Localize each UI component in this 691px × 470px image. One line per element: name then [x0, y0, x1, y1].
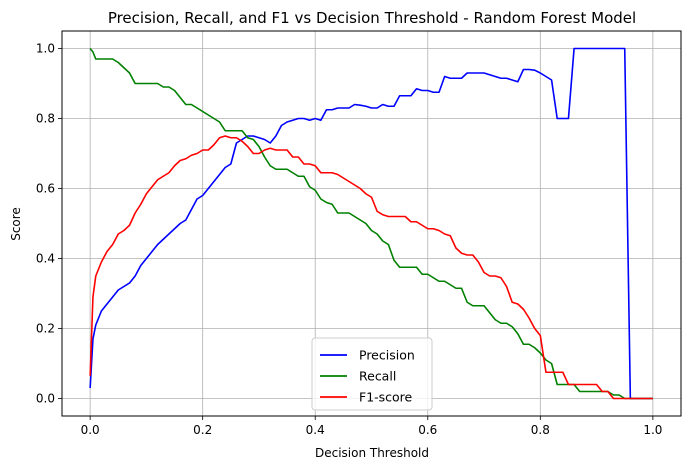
y-tick-label: 0.2: [36, 322, 55, 336]
legend-label-f1-score: F1-score: [359, 390, 413, 405]
x-tick-label: 0.8: [531, 423, 550, 437]
plot-series: [89, 47, 653, 400]
x-tick-label: 0.0: [81, 423, 100, 437]
y-tick-label: 0.8: [36, 112, 55, 126]
legend-box: [311, 337, 433, 411]
plot-frame: [61, 30, 682, 417]
x-tick-label: 0.2: [193, 423, 212, 437]
legend-label-precision: Precision: [359, 348, 415, 363]
legend-label-recall: Recall: [359, 369, 396, 384]
x-tick-label: 1.0: [643, 423, 662, 437]
y-tick-label: 0.4: [36, 252, 55, 266]
f1-score-line: [89, 135, 653, 400]
y-tick-label: 1.0: [36, 42, 55, 56]
x-tick-label: 0.4: [306, 423, 325, 437]
x-tick-label: 0.6: [418, 423, 437, 437]
recall-line: [89, 47, 653, 400]
y-axis-label: Score: [9, 207, 23, 241]
x-axis-label: Decision Threshold: [315, 446, 429, 460]
precision-line: [89, 47, 653, 400]
legend: Precision Recall F1-score: [311, 337, 433, 411]
grid: [62, 31, 681, 416]
axis-ticks: 0.0 0.2 0.4 0.6 0.8 1.0 0.0 0.2 0.4 0.6 0.8 1.0: [36, 42, 663, 438]
y-tick-label: 0.0: [36, 392, 55, 406]
chart-title: Precision, Recall, and F1 vs Decision Th…: [108, 9, 636, 27]
y-tick-label: 0.6: [36, 182, 55, 196]
